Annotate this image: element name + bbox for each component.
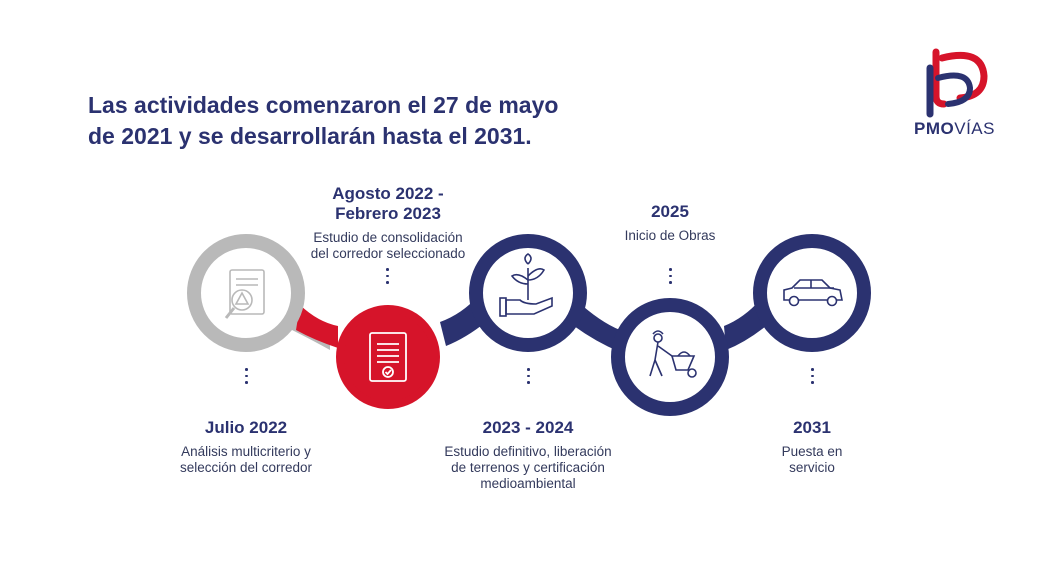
milestone-5-desc: Puesta en servicio [742,444,882,476]
milestone-2-desc-line-2: del corredor seleccionado [310,246,466,261]
milestone-4-date: 2025 [651,202,689,221]
milestone-4-label: 2025 Inicio de Obras [570,202,770,244]
connector-navy-1 [574,300,620,352]
worker-wheelbarrow-icon [649,330,697,378]
headline-line-1: Las actividades comenzaron el 27 de mayo [88,92,559,118]
leader-dots-4 [669,268,673,288]
milestone-2-label: Agosto 2022 - Febrero 2023 Estudio de co… [278,184,498,262]
milestone-5-date: 2031 [793,418,831,437]
leader-dots-1 [245,368,249,388]
milestone-2-date-line-1: Agosto 2022 - [332,184,444,203]
milestone-1-date: Julio 2022 [204,418,288,437]
milestone-4-desc: Inicio de Obras [570,228,770,244]
connector-navy-2 [724,300,766,350]
pmovias-logo-icon [926,48,988,118]
milestone-circle-4 [611,298,729,416]
logo-text-bold: PMO [914,119,955,138]
milestone-3-desc: Estudio definitivo, liberación de terren… [418,444,638,492]
leader-dots-5 [811,368,815,388]
milestone-circle-5 [753,234,871,352]
leader-dots-3 [527,368,531,388]
milestone-circle-2-inner [344,313,432,401]
milestone-3-label: 2023 - 2024 Estudio definitivo, liberaci… [418,418,638,492]
headline: Las actividades comenzaron el 27 de mayo… [88,90,608,152]
milestone-4-desc-line-1: Inicio de Obras [624,228,716,243]
leader-dots-2 [386,268,390,288]
milestone-2-desc: Estudio de consolidación del corredor se… [278,230,498,262]
certificate-document-icon [369,332,407,382]
milestone-1-label: Julio 2022 Análisis multicriterio y sele… [146,418,346,476]
milestone-1-desc: Análisis multicriterio y selección del c… [146,444,346,476]
milestone-1-desc-line-2: selección del corredor [179,460,313,475]
milestone-5-label: 2031 Puesta en servicio [742,418,882,476]
logo-text-light: VÍAS [954,119,995,138]
milestone-3-desc-line-3: medioambiental [480,476,576,491]
milestone-3-date: 2023 - 2024 [482,418,574,437]
milestone-circle-1 [187,234,305,352]
connector-red [296,305,338,348]
logo-text: PMOVÍAS [914,119,995,139]
milestone-2-date-line-2: Febrero 2023 [335,204,441,223]
document-warning-icon [224,269,265,319]
car-icon [783,279,843,307]
milestone-2-date: Agosto 2022 - Febrero 2023 [278,184,498,224]
milestone-3-desc-line-2: de terrenos y certificación [451,460,605,475]
hand-plant-icon [499,253,553,317]
milestone-3-desc-line-1: Estudio definitivo, liberación [444,444,612,459]
milestone-2-desc-line-1: Estudio de consolidación [313,230,463,245]
milestone-5-desc-line-2: servicio [789,460,835,475]
milestone-5-desc-line-1: Puesta en [781,444,843,459]
milestone-1-desc-line-1: Análisis multicriterio y [181,444,311,459]
headline-line-2: de 2021 y se desarrollarán hasta el 2031… [88,123,532,149]
